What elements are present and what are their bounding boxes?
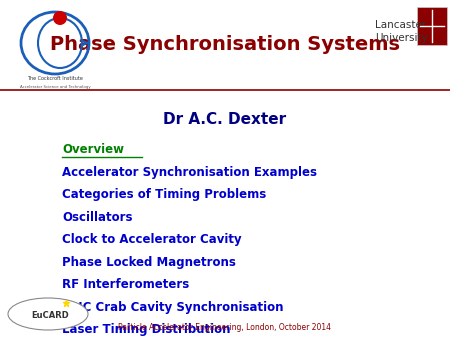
Text: CLIC Crab Cavity Synchronisation: CLIC Crab Cavity Synchronisation [62, 300, 284, 314]
FancyBboxPatch shape [0, 0, 450, 90]
Circle shape [53, 11, 67, 25]
Text: Laser Timing Distribution: Laser Timing Distribution [62, 323, 230, 336]
Ellipse shape [8, 298, 88, 330]
Text: EuCARD: EuCARD [31, 312, 69, 320]
Text: Clock to Accelerator Cavity: Clock to Accelerator Cavity [62, 233, 242, 246]
Text: Accelerator Science and Technology: Accelerator Science and Technology [20, 85, 90, 89]
FancyBboxPatch shape [417, 7, 447, 45]
Text: Phase Locked Magnetrons: Phase Locked Magnetrons [62, 256, 236, 269]
Text: Overview: Overview [62, 143, 124, 156]
Text: Oscillators: Oscillators [62, 211, 132, 223]
Text: Dr A.C. Dexter: Dr A.C. Dexter [163, 112, 287, 127]
Text: Categories of Timing Problems: Categories of Timing Problems [62, 188, 266, 201]
Text: Accelerator Synchronisation Examples: Accelerator Synchronisation Examples [62, 166, 317, 178]
Text: RF Interferometers: RF Interferometers [62, 278, 189, 291]
Text: Lancaster
University: Lancaster University [375, 20, 428, 43]
Text: Particle Accelerator Engineering, London, October 2014: Particle Accelerator Engineering, London… [118, 323, 332, 333]
Text: The Cockcroft Institute: The Cockcroft Institute [27, 76, 83, 81]
Text: Phase Synchronisation Systems: Phase Synchronisation Systems [50, 35, 400, 54]
